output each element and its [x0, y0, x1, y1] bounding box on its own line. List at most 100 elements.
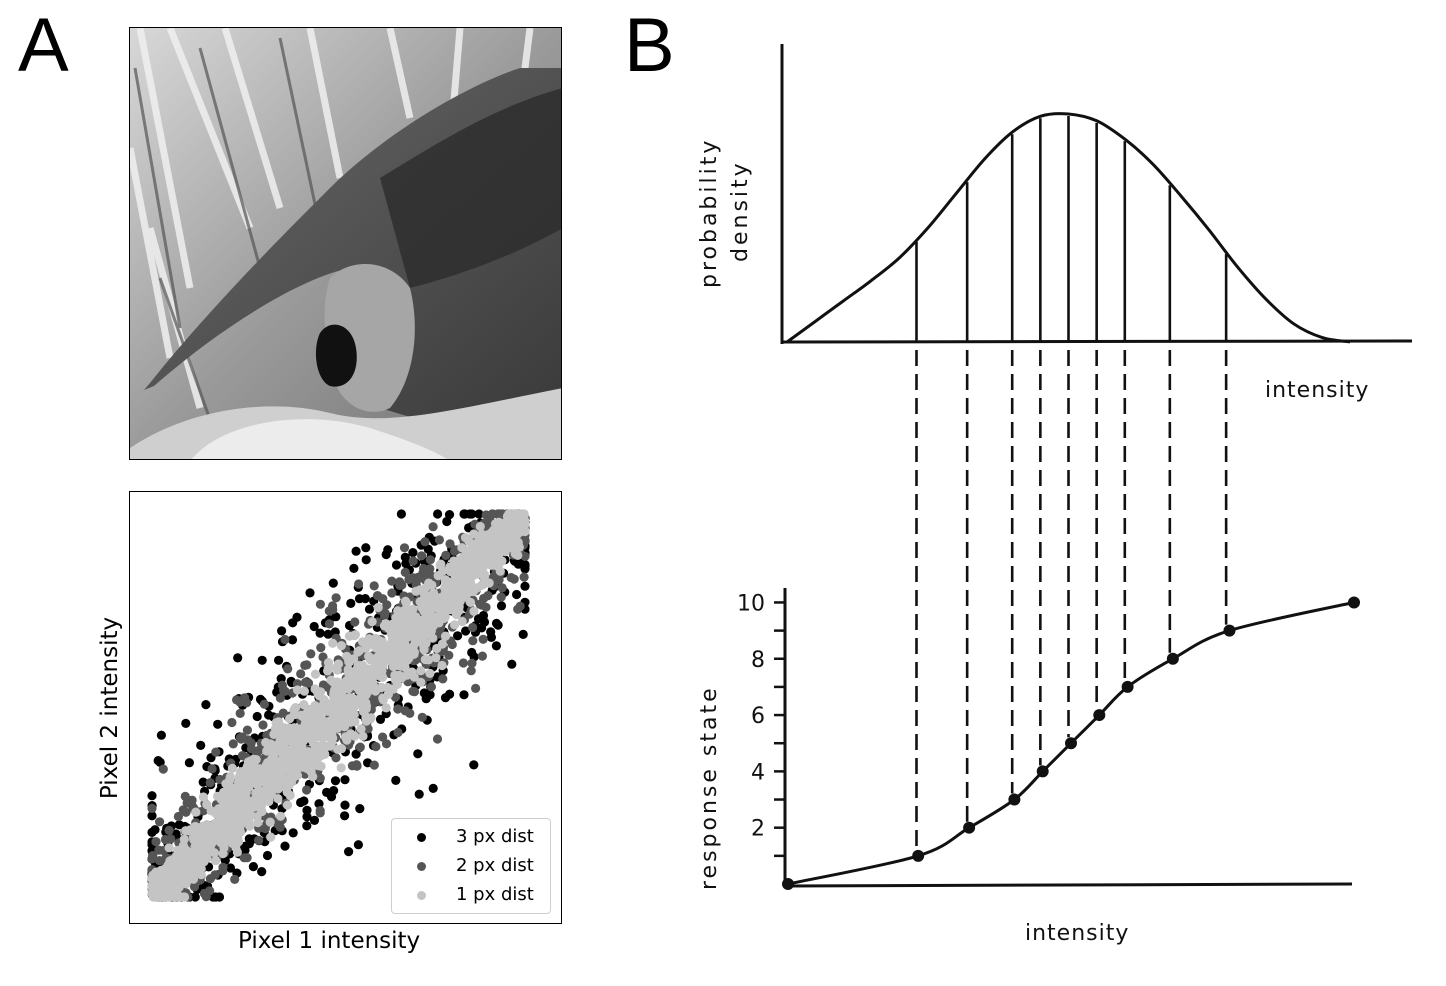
scatter-point [393, 727, 403, 738]
scatter-point [437, 660, 447, 671]
scatter-point [246, 744, 257, 754]
scatter-point [353, 660, 363, 671]
scatter-point [326, 792, 337, 802]
scatter-point [213, 791, 223, 801]
scatter-point [394, 626, 404, 636]
scatter-point [373, 602, 383, 613]
scatter-point [454, 606, 464, 616]
scatter-point [340, 800, 350, 810]
scatter-point [434, 535, 444, 545]
scatter-point [227, 717, 237, 728]
scatter-point [258, 720, 268, 730]
scatter-point [390, 692, 401, 702]
scatter-point [148, 851, 158, 861]
scatter-point [366, 665, 376, 675]
scatter-point [331, 716, 341, 726]
legend-marker-1px [417, 891, 426, 900]
scatter-point [354, 646, 364, 656]
response-y-tick-label: 6 [751, 704, 765, 729]
scatter-point [411, 586, 421, 596]
scatter-point [239, 853, 249, 863]
scatter-point [274, 655, 284, 665]
scatter-point [428, 783, 438, 793]
scatter-point [285, 714, 295, 724]
scatter-point [351, 546, 361, 556]
scatter-point [428, 633, 438, 643]
scatter-point [469, 760, 479, 770]
scatter-point [315, 628, 325, 638]
scatter-point [277, 680, 287, 690]
scatter-plot-svg [147, 509, 530, 902]
scatter-point [513, 559, 523, 569]
scatter-point [229, 807, 240, 817]
scatter-point [147, 827, 157, 837]
scatter-point [156, 730, 166, 740]
scatter-point [453, 595, 463, 605]
scatter-point [459, 690, 469, 700]
density-x-label: intensity [1265, 378, 1369, 403]
scatter-point [210, 870, 220, 880]
scatter-x-axis-label: Pixel 1 intensity [238, 928, 421, 954]
scatter-point [468, 636, 478, 646]
scatter-point [299, 759, 309, 769]
scatter-point [329, 687, 339, 697]
scatter-point [358, 674, 368, 684]
scatter-point [306, 763, 316, 773]
scatter-point [369, 581, 379, 591]
scatter-point [381, 739, 392, 749]
scatter-point [340, 775, 350, 785]
scatter-point [381, 549, 391, 560]
scatter-point [228, 739, 238, 749]
scatter-point [305, 588, 315, 598]
scatter-point [309, 621, 319, 632]
scatter-point [230, 874, 240, 884]
legend-item-1px: 1 px dist [392, 881, 552, 909]
scatter-point [388, 648, 398, 658]
scatter-point [193, 853, 203, 863]
scatter-point [426, 682, 436, 692]
scatter-point [363, 724, 373, 734]
scatter-point [433, 593, 443, 603]
scatter-point [353, 840, 363, 850]
legend-marker-2px [417, 862, 426, 871]
scatter-point [261, 737, 271, 748]
scatter-point [397, 580, 407, 590]
scatter-point [381, 652, 391, 662]
scatter-point [378, 695, 388, 705]
scatter-point [336, 641, 346, 651]
scatter-point [223, 797, 233, 807]
scatter-point [520, 551, 530, 561]
response-x-axis [784, 882, 1353, 888]
scatter-point [477, 623, 487, 633]
scatter-point [409, 687, 420, 697]
scatter-legend: 3 px dist 2 px dist 1 px dist [391, 818, 551, 914]
scatter-point [292, 770, 303, 780]
response-x-label: intensity [1025, 921, 1129, 946]
scatter-point [219, 815, 229, 825]
scatter-point [343, 684, 354, 694]
scatter-point [510, 515, 520, 525]
scatter-point [240, 765, 250, 776]
scatter-point [233, 794, 243, 804]
scatter-point [147, 811, 157, 821]
scatter-point [315, 773, 325, 783]
scatter-point [428, 522, 438, 532]
scatter-point [174, 848, 184, 858]
scatter-point [440, 693, 451, 703]
scatter-plot [129, 491, 562, 924]
scatter-point [404, 653, 414, 663]
scatter-point [438, 674, 448, 684]
scatter-point [470, 561, 480, 572]
scatter-point [302, 660, 312, 670]
scatter-point [330, 776, 341, 786]
legend-label-1px: 1 px dist [456, 884, 534, 905]
scatter-point [441, 550, 451, 560]
scatter-point [423, 655, 434, 665]
scatter-point [350, 617, 360, 627]
scatter-point [181, 870, 191, 881]
scatter-point [282, 800, 293, 810]
scatter-point [279, 734, 289, 744]
scatter-point [277, 626, 287, 636]
scatter-point [148, 870, 158, 881]
scatter-point [287, 635, 298, 645]
